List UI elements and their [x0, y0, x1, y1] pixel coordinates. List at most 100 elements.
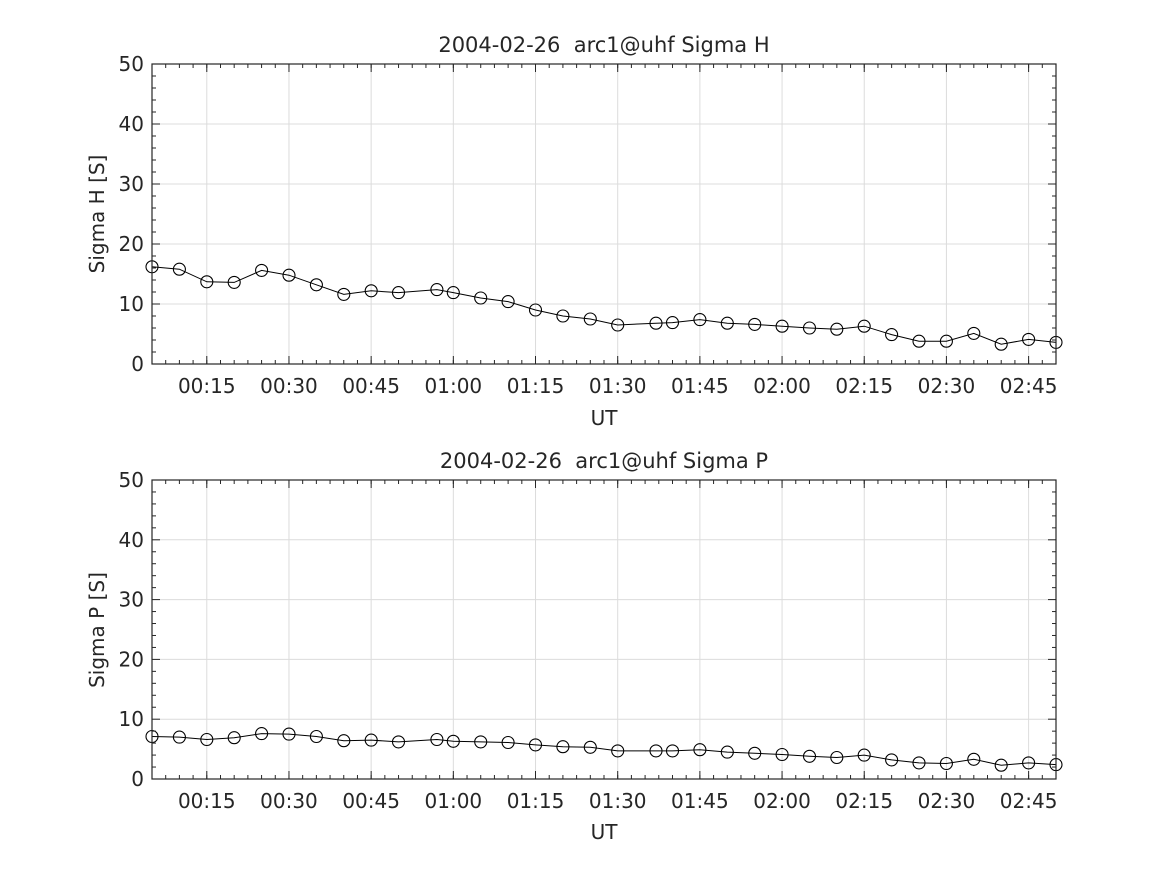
sigma-p-x-tick-label: 01:00 — [425, 789, 483, 813]
sigma-p-y-tick-label: 50 — [119, 468, 144, 492]
sigma-p-data-point — [802, 749, 817, 763]
sigma-p-data-point — [430, 732, 444, 747]
sigma-h-y-axis-label: Sigma H [S] — [85, 155, 109, 274]
sigma-p-data-point — [309, 729, 323, 744]
sigma-h-data-point — [337, 287, 351, 301]
sigma-p-data-point — [337, 734, 351, 748]
sigma-p-x-tick-label: 00:45 — [342, 789, 400, 813]
sigma-p-data-point — [611, 744, 625, 758]
sigma-p-x-tick-label: 02:00 — [753, 789, 811, 813]
sigma-p-data-point — [748, 746, 762, 760]
sigma-p-grid — [152, 480, 1056, 779]
sigma-h-series-line — [151, 266, 1057, 345]
sigma-h-data-point — [528, 303, 543, 317]
sigma-p-data-point — [282, 727, 296, 741]
sigma-h-x-tick-label: 01:45 — [671, 374, 729, 398]
sigma-h-data-point — [885, 328, 899, 342]
sigma-p-data-point — [830, 750, 844, 765]
sigma-p-data-point — [172, 730, 186, 744]
sigma-p-x-tick-label: 02:15 — [835, 789, 893, 813]
sigma-h-panel: 0 10 20 30 40 50 00:15 00:30 00:45 01:00 01:15 01:3… — [85, 33, 1063, 430]
sigma-p-data-point — [939, 756, 953, 771]
sigma-h-data-point — [446, 286, 460, 300]
sigma-p-y-tick-label: 0 — [131, 767, 144, 791]
sigma-h-y-tick-label: 0 — [131, 352, 144, 376]
sigma-h-y-tick-label: 20 — [119, 232, 144, 256]
sigma-p-data-point — [649, 744, 663, 758]
sigma-h-data-point — [200, 275, 214, 289]
sigma-p-data-point — [967, 752, 981, 766]
sigma-h-data-point — [227, 275, 241, 289]
sigma-p-data-point — [556, 740, 570, 754]
sigma-h-x-tick-label: 00:45 — [342, 374, 400, 398]
sigma-h-data-point — [255, 263, 269, 277]
sigma-p-data-point — [583, 740, 597, 754]
sigma-h-data-point — [1022, 332, 1036, 346]
sigma-p-x-tick-label: 01:30 — [589, 789, 647, 813]
sigma-h-data-point — [583, 312, 597, 326]
sigma-h-data-point — [802, 321, 817, 335]
sigma-h-x-tick-label: 01:00 — [425, 374, 483, 398]
sigma-h-data-point — [939, 334, 953, 348]
sigma-h-data-point — [775, 319, 789, 333]
sigma-h-data-point — [748, 317, 762, 331]
sigma-p-series-line — [151, 733, 1057, 766]
sigma-h-x-tick-label: 00:30 — [260, 374, 318, 398]
sigma-h-data-point — [364, 284, 378, 298]
sigma-h-x-tick-label: 01:15 — [507, 374, 565, 398]
sigma-p-y-tick-label: 10 — [119, 707, 144, 731]
sigma-p-data-point — [364, 733, 378, 747]
sigma-h-ticks: 0 10 20 30 40 50 00:15 00:30 00:45 01:00 01:15 01:3… — [119, 52, 1058, 398]
sigma-h-data-point — [994, 337, 1008, 351]
sigma-h-data-point — [693, 313, 707, 327]
sigma-h-data-point — [830, 322, 844, 336]
sigma-p-data-point — [446, 734, 460, 748]
sigma-h-data-point — [720, 316, 734, 330]
sigma-h-data-point — [501, 295, 515, 309]
sigma-p-data-point — [255, 727, 269, 741]
sigma-p-data-point — [1022, 756, 1036, 770]
sigma-p-x-tick-label: 02:30 — [918, 789, 976, 813]
sigma-h-y-tick-label: 30 — [119, 172, 144, 196]
sigma-h-x-axis-label: UT — [591, 406, 619, 430]
sigma-p-x-tick-label: 01:45 — [671, 789, 729, 813]
sigma-h-data-point — [857, 319, 871, 333]
sigma-p-data-point — [391, 735, 406, 749]
sigma-h-data-point — [912, 334, 926, 348]
sigma-h-data-point — [391, 286, 406, 300]
sigma-h-data-point — [967, 326, 981, 340]
sigma-p-data-point — [200, 732, 214, 747]
sigma-p-data-point — [693, 743, 707, 757]
sigma-h-y-tick-label: 10 — [119, 292, 144, 316]
sigma-p-x-tick-label: 00:15 — [178, 789, 236, 813]
sigma-h-x-tick-label: 02:45 — [1000, 374, 1058, 398]
sigma-p-data-point — [528, 738, 543, 752]
sigma-p-y-tick-label: 20 — [119, 647, 144, 671]
sigma-h-x-tick-label: 02:30 — [918, 374, 976, 398]
sigma-h-data-point — [282, 268, 296, 282]
sigma-h-x-tick-label: 00:15 — [178, 374, 236, 398]
sigma-p-data-point — [912, 756, 926, 770]
sigma-h-data-point — [611, 318, 625, 332]
sigma-h-grid — [152, 64, 1056, 364]
sigma-p-data-point — [885, 753, 899, 767]
sigma-p-data-point — [720, 745, 734, 759]
sigma-p-y-tick-label: 30 — [119, 588, 144, 612]
sigma-h-x-tick-label: 02:15 — [835, 374, 893, 398]
sigma-h-y-tick-label: 50 — [119, 52, 144, 76]
sigma-h-data-point — [474, 291, 488, 305]
sigma-p-data-point — [665, 744, 680, 758]
sigma-h-y-tick-label: 40 — [119, 112, 144, 136]
sigma-p-data-point — [857, 748, 871, 762]
sigma-p-x-tick-label: 02:45 — [1000, 789, 1058, 813]
sigma-p-x-tick-label: 01:15 — [507, 789, 565, 813]
sigma-p-panel: 0 10 20 30 40 50 00:15 00:30 00:45 01:00 01:15 01:3… — [85, 449, 1063, 844]
sigma-h-data-point — [309, 278, 323, 292]
sigma-p-ticks: 0 10 20 30 40 50 00:15 00:30 00:45 01:00 01:15 01:3… — [119, 468, 1058, 813]
sigma-p-x-axis-label: UT — [591, 820, 619, 844]
sigma-p-x-tick-label: 00:30 — [260, 789, 318, 813]
sigma-p-y-axis-label: Sigma P [S] — [85, 572, 109, 688]
sigma-p-data-point — [994, 758, 1008, 772]
